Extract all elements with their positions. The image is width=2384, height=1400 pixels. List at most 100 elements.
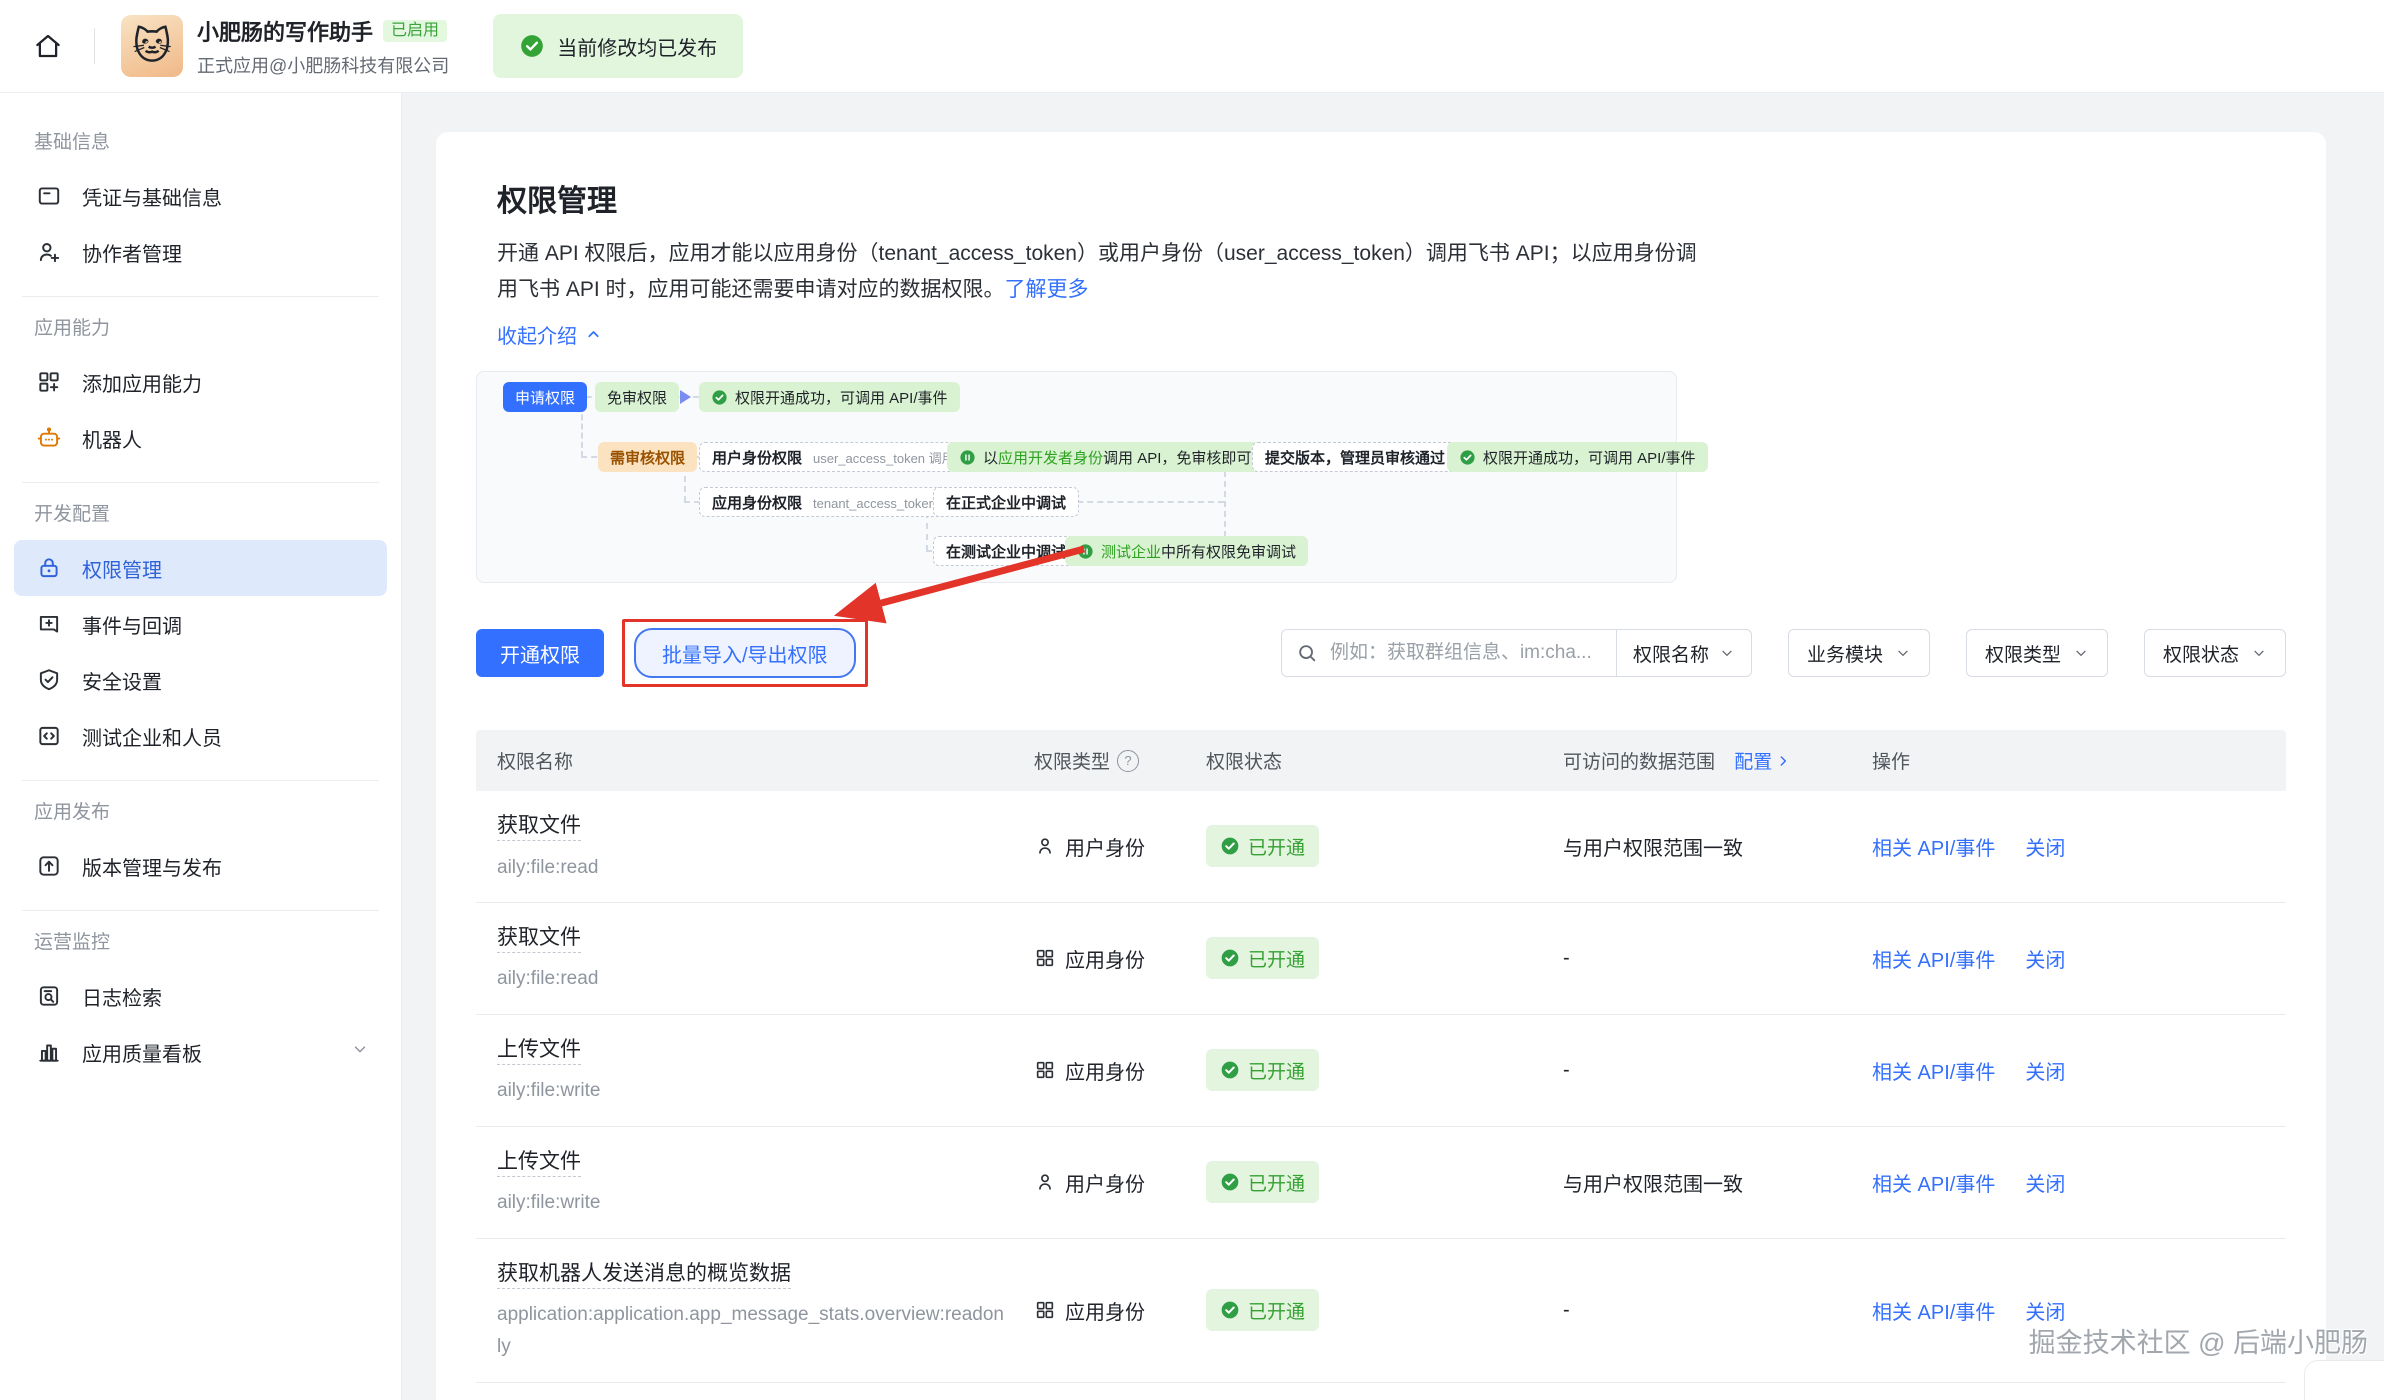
check-circle-icon bbox=[1221, 949, 1239, 967]
sidebar-item-label: 事件与回调 bbox=[82, 615, 182, 638]
person-add-icon bbox=[36, 239, 62, 265]
sidebar-item-label: 版本管理与发布 bbox=[82, 857, 222, 880]
permission-code: aily:file:read bbox=[497, 856, 599, 878]
open-permission-button[interactable]: 开通权限 bbox=[476, 629, 604, 677]
sidebar-item-quality-dashboard[interactable]: 应用质量看板 bbox=[14, 1024, 387, 1080]
learn-more-link[interactable]: 了解更多 bbox=[1004, 278, 1089, 301]
collapse-intro-label: 收起介绍 bbox=[497, 326, 577, 348]
user-identity-icon bbox=[1034, 835, 1056, 857]
search-input[interactable] bbox=[1327, 641, 1602, 665]
permission-name[interactable]: 上传文件 bbox=[497, 1037, 581, 1065]
sidebar-item-security[interactable]: 安全设置 bbox=[14, 652, 387, 708]
sidebar-item-events[interactable]: 事件与回调 bbox=[14, 596, 387, 652]
flow-connector bbox=[581, 396, 583, 457]
related-api-link[interactable]: 相关 API/事件 bbox=[1872, 837, 1996, 860]
flow-node-apply: 申请权限 bbox=[503, 382, 588, 412]
publish-status-text: 当前修改均已发布 bbox=[557, 37, 718, 60]
sidebar-item-label: 机器人 bbox=[82, 429, 142, 452]
sidebar-item-collaborators[interactable]: 协作者管理 bbox=[14, 224, 387, 280]
flow-node-debug-formal: 在正式企业中调试 bbox=[933, 487, 1080, 517]
status-badge: 已开通 bbox=[1206, 937, 1320, 980]
column-header-status: 权限状态 bbox=[1206, 752, 1283, 773]
log-search-icon bbox=[36, 983, 62, 1009]
column-header-type: 权限类型 ? bbox=[1034, 747, 1206, 774]
related-api-link[interactable]: 相关 API/事件 bbox=[1872, 1173, 1996, 1196]
close-permission-link[interactable]: 关闭 bbox=[2025, 949, 2066, 972]
flow-node-need-review: 需审核权限 bbox=[598, 442, 698, 472]
permission-name[interactable]: 上传文件 bbox=[497, 1149, 581, 1177]
check-circle-icon bbox=[1221, 1173, 1239, 1191]
filter-permission-type[interactable]: 权限类型 bbox=[1965, 629, 2108, 677]
flow-node-submit-version: 提交版本，管理员审核通过 bbox=[1252, 442, 1459, 472]
close-permission-link[interactable]: 关闭 bbox=[2025, 1061, 2066, 1084]
flow-connector bbox=[1224, 471, 1226, 537]
table-row: 获取文件 aily:file:read 应用身份 已开通 - 相关 API/事件… bbox=[476, 903, 2286, 1015]
help-icon[interactable]: ? bbox=[1117, 749, 1140, 772]
flow-connector bbox=[1047, 501, 1224, 503]
sidebar-item-permissions[interactable]: 权限管理 bbox=[14, 540, 387, 596]
floating-widget[interactable] bbox=[2304, 1360, 2384, 1400]
permission-name[interactable]: 获取机器人发送消息的概览数据 bbox=[497, 1261, 791, 1289]
upload-square-icon bbox=[36, 853, 62, 879]
description-line1: 开通 API 权限后，应用才能以应用身份（tenant_access_token… bbox=[497, 242, 1697, 265]
permission-code: aily:file:read bbox=[497, 968, 599, 990]
permission-type-cell: 用户身份 bbox=[1034, 1168, 1206, 1197]
flow-node-user-perm: 用户身份权限 user_access_token 调用 bbox=[699, 442, 968, 472]
code-square-icon bbox=[36, 723, 62, 749]
main-content: 权限管理 开通 API 权限后，应用才能以应用身份（tenant_access_… bbox=[402, 93, 2384, 1400]
scope-config-link[interactable]: 配置 bbox=[1734, 747, 1791, 774]
sidebar-section-basic: 基础信息 bbox=[34, 132, 111, 153]
sidebar-item-version-release[interactable]: 版本管理与发布 bbox=[14, 838, 387, 894]
check-circle-icon bbox=[1221, 1301, 1239, 1319]
app-subtitle: 正式应用@小肥肠科技有限公司 bbox=[197, 55, 450, 76]
sidebar-divider bbox=[22, 910, 379, 911]
sidebar-item-add-capability[interactable]: 添加应用能力 bbox=[14, 354, 387, 410]
related-api-link[interactable]: 相关 API/事件 bbox=[1872, 1061, 1996, 1084]
table-row: 获取机器人发送消息的概览数据 application:application.a… bbox=[476, 1239, 2286, 1383]
table-row: 上传文件 aily:file:write 应用身份 已开通 - 相关 API/事… bbox=[476, 1015, 2286, 1127]
topbar-divider bbox=[94, 28, 95, 64]
enabled-badge: 已启用 bbox=[383, 19, 448, 42]
sidebar-item-label: 日志检索 bbox=[82, 987, 162, 1010]
table-header: 权限名称 权限类型 ? 权限状态 可访问的数据范围 配置 操作 bbox=[476, 730, 2286, 791]
batch-import-export-button[interactable]: 批量导入/导出权限 bbox=[634, 628, 856, 678]
related-api-link[interactable]: 相关 API/事件 bbox=[1872, 949, 1996, 972]
permission-type-cell: 应用身份 bbox=[1034, 1296, 1206, 1325]
close-permission-link[interactable]: 关闭 bbox=[2025, 1301, 2066, 1324]
related-api-link[interactable]: 相关 API/事件 bbox=[1872, 1301, 1996, 1324]
shield-check-icon bbox=[36, 667, 62, 693]
home-button[interactable] bbox=[28, 26, 68, 66]
sidebar-section-monitor: 运营监控 bbox=[34, 932, 111, 953]
annotation-red-box: 批量导入/导出权限 bbox=[622, 619, 868, 687]
filter-permission-name[interactable]: 权限名称 bbox=[1615, 630, 1751, 676]
sidebar-section-capability: 应用能力 bbox=[34, 318, 111, 339]
flow-node-test-free-debug: 测试企业中所有权限免审调试 bbox=[1065, 536, 1309, 566]
ops-cell: 相关 API/事件 关闭 bbox=[1872, 832, 2286, 861]
sidebar-item-log-search[interactable]: 日志检索 bbox=[14, 968, 387, 1024]
permissions-table: 权限名称 权限类型 ? 权限状态 可访问的数据范围 配置 操作 bbox=[476, 730, 2286, 1400]
close-permission-link[interactable]: 关闭 bbox=[2025, 1173, 2066, 1196]
chevron-up-icon bbox=[588, 331, 599, 338]
actions-row: 开通权限 批量导入/导出权限 权限名称 bbox=[476, 619, 2286, 687]
permission-code: application:application.app_message_stat… bbox=[497, 1304, 1004, 1358]
filter-permission-status[interactable]: 权限状态 bbox=[2143, 629, 2286, 677]
page-title: 权限管理 bbox=[497, 185, 617, 218]
permission-search-group: 权限名称 bbox=[1280, 629, 1752, 677]
search-box[interactable] bbox=[1282, 641, 1616, 665]
close-permission-link[interactable]: 关闭 bbox=[2025, 837, 2066, 860]
app-meta: 小肥肠的写作助手 已启用 正式应用@小肥肠科技有限公司 bbox=[197, 15, 449, 78]
permission-name[interactable]: 获取文件 bbox=[497, 925, 581, 953]
sidebar-item-credentials[interactable]: 凭证与基础信息 bbox=[14, 168, 387, 224]
permission-type-cell: 应用身份 bbox=[1034, 1056, 1206, 1085]
sidebar-item-test-company[interactable]: 测试企业和人员 bbox=[14, 708, 387, 764]
filter-business-module[interactable]: 业务模块 bbox=[1787, 629, 1930, 677]
flow-connector bbox=[926, 501, 928, 551]
scope-value: 与用户权限范围一致 bbox=[1563, 837, 1743, 860]
check-circle-icon bbox=[1221, 838, 1239, 855]
flow-node-success-1: 权限开通成功，可调用 API/事件 bbox=[699, 382, 960, 412]
collapse-intro-link[interactable]: 收起介绍 bbox=[497, 320, 602, 349]
sidebar-item-bot[interactable]: 机器人 bbox=[14, 410, 387, 466]
permissions-card: 权限管理 开通 API 权限后，应用才能以应用身份（tenant_access_… bbox=[436, 132, 2326, 1400]
filter-label: 权限类型 bbox=[1984, 644, 2061, 666]
permission-name[interactable]: 获取文件 bbox=[497, 814, 581, 841]
